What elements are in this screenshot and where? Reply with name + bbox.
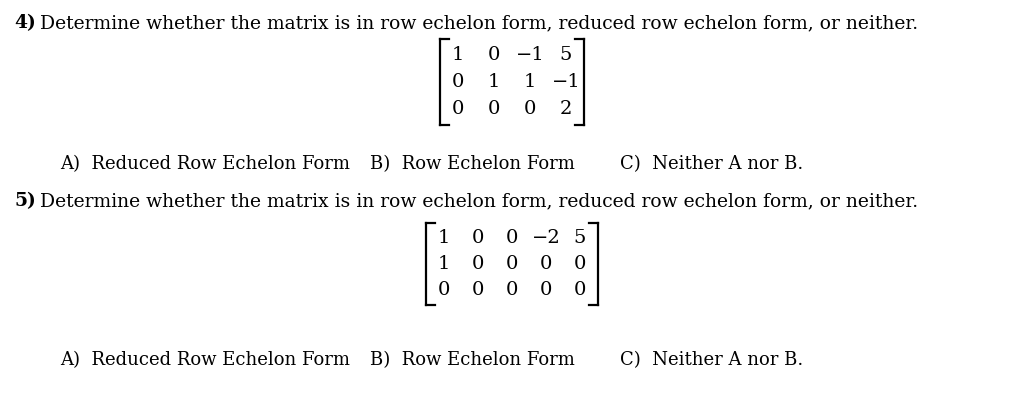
Text: 0: 0: [506, 281, 518, 299]
Text: 0: 0: [506, 255, 518, 273]
Text: 5: 5: [573, 229, 586, 247]
Text: −1: −1: [552, 73, 581, 91]
Text: C)  Neither A nor B.: C) Neither A nor B.: [620, 351, 803, 369]
Text: 0: 0: [487, 46, 500, 64]
Text: B)  Row Echelon Form: B) Row Echelon Form: [370, 351, 574, 369]
Text: 0: 0: [540, 255, 552, 273]
Text: Determine whether the matrix is in row echelon form, reduced row echelon form, o: Determine whether the matrix is in row e…: [40, 192, 919, 210]
Text: 0: 0: [472, 255, 484, 273]
Text: 0: 0: [438, 281, 451, 299]
Text: 2: 2: [560, 100, 572, 118]
Text: B)  Row Echelon Form: B) Row Echelon Form: [370, 155, 574, 173]
Text: 4): 4): [14, 14, 36, 32]
Text: 0: 0: [573, 255, 586, 273]
Text: 0: 0: [573, 281, 586, 299]
Text: −1: −1: [516, 46, 545, 64]
Text: 5: 5: [560, 46, 572, 64]
Text: 0: 0: [540, 281, 552, 299]
Text: C)  Neither A nor B.: C) Neither A nor B.: [620, 155, 803, 173]
Text: 1: 1: [438, 229, 451, 247]
Text: 1: 1: [487, 73, 500, 91]
Text: A)  Reduced Row Echelon Form: A) Reduced Row Echelon Form: [60, 155, 350, 173]
Text: A)  Reduced Row Echelon Form: A) Reduced Row Echelon Form: [60, 351, 350, 369]
Text: 0: 0: [472, 229, 484, 247]
Text: 1: 1: [452, 46, 464, 64]
Text: 0: 0: [452, 73, 464, 91]
Text: 0: 0: [524, 100, 537, 118]
Text: 0: 0: [472, 281, 484, 299]
Text: 5): 5): [14, 192, 36, 210]
Text: 1: 1: [438, 255, 451, 273]
Text: 1: 1: [524, 73, 537, 91]
Text: −2: −2: [531, 229, 560, 247]
Text: 0: 0: [452, 100, 464, 118]
Text: 0: 0: [506, 229, 518, 247]
Text: Determine whether the matrix is in row echelon form, reduced row echelon form, o: Determine whether the matrix is in row e…: [40, 14, 919, 32]
Text: 0: 0: [487, 100, 500, 118]
